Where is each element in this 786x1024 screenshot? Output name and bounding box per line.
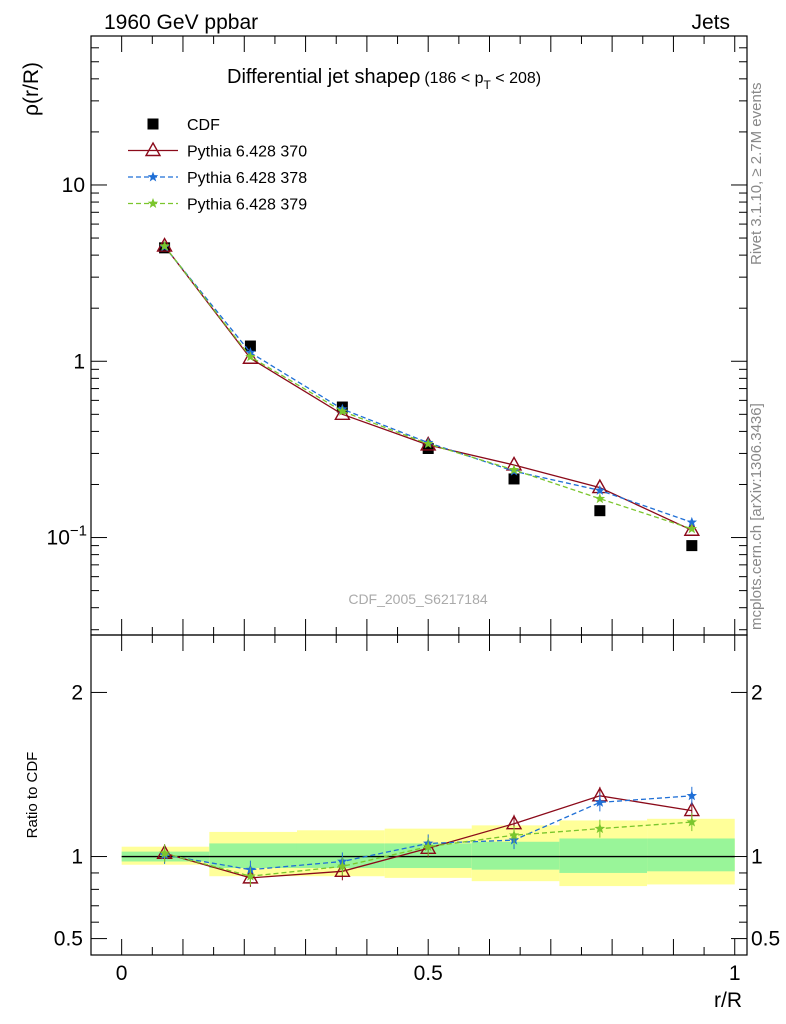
series-line-pythia-6-428-379	[164, 245, 693, 530]
data-point-pythia-6-428-379	[594, 493, 606, 504]
legend-entry-pythia-6-428-379: Pythia 6.428 379	[128, 197, 307, 214]
data-point-pythia-6-428-379	[422, 438, 434, 449]
main-chart-subtitle: (186 < pT < 208)	[424, 70, 541, 92]
data-point-cdf	[686, 540, 698, 552]
legend-label-cdf: CDF	[187, 117, 220, 134]
ratio-point-pythia-6-428-379	[594, 823, 606, 834]
ratio-series-pythia-6-428-379	[159, 813, 698, 886]
main-y-tick-label: 10−1	[47, 523, 87, 550]
ratio-y-tick-label-right: 0.5	[751, 928, 780, 951]
uncertainty-band-green	[209, 843, 297, 869]
series-pythia-6-428-370	[156, 237, 701, 536]
legend-entry-pythia-6-428-370: Pythia 6.428 370	[128, 141, 307, 161]
data-point-pythia-6-428-378	[686, 516, 698, 527]
x-axis-label: r/R	[714, 989, 742, 1012]
mcplots-reference-label: mcplots.cern.ch [arXiv:1306.3436]	[748, 403, 765, 630]
data-point-pythia-6-428-379	[508, 464, 520, 475]
legend: CDF Pythia 6.428 370 Pythia 6.428 378 Pythi…	[128, 117, 307, 214]
main-y-tick-label: 10	[62, 174, 85, 197]
ratio-point-pythia-6-428-370	[334, 862, 351, 878]
ratio-point-pythia-6-428-379	[422, 841, 434, 852]
x-tick-label: 0	[116, 962, 128, 985]
legend-label-pythia-6-428-370: Pythia 6.428 370	[187, 144, 307, 161]
uncertainty-band-green	[559, 838, 648, 873]
legend-marker-pythia-6-428-379	[147, 198, 159, 208]
ratio-point-pythia-6-428-379	[337, 860, 348, 871]
series-line-pythia-6-428-378	[164, 246, 693, 523]
data-point-pythia-6-428-378	[594, 484, 606, 495]
series-pythia-6-428-379	[159, 240, 698, 534]
legend-marker-pythia-6-428-378	[147, 171, 159, 182]
ratio-point-pythia-6-428-378	[686, 790, 698, 801]
ratio-point-pythia-6-428-379	[245, 870, 256, 881]
header-right-label: Jets	[691, 11, 730, 34]
main-panel: 10−1 1 10 Differential jet shapeρ (186 < p…	[20, 35, 748, 636]
ratio-y-tick-label: 1	[71, 846, 83, 869]
main-y-tick-label: 1	[73, 350, 85, 373]
legend-marker-pythia-6-428-370	[144, 141, 162, 157]
series-line-pythia-6-428-370	[164, 245, 693, 531]
uncertainty-band-green	[471, 841, 560, 870]
analysis-watermark: CDF_2005_S6217184	[348, 591, 488, 607]
ratio-point-pythia-6-428-379	[686, 816, 698, 827]
data-point-pythia-6-428-379	[245, 351, 256, 362]
legend-entry-cdf: CDF	[147, 117, 220, 134]
data-point-pythia-6-428-370	[683, 521, 701, 536]
ratio-point-pythia-6-428-378	[594, 796, 606, 807]
data-point-cdf	[594, 505, 606, 517]
data-point-cdf	[422, 442, 434, 454]
data-point-pythia-6-428-379	[686, 523, 698, 534]
legend-marker-cdf	[147, 118, 159, 130]
x-tick-label: 1	[729, 962, 741, 985]
legend-label-pythia-6-428-379: Pythia 6.428 379	[187, 197, 307, 214]
header-left-label: 1960 GeV ppbar	[104, 11, 258, 34]
legend-entry-pythia-6-428-378: Pythia 6.428 378	[128, 170, 307, 187]
ratio-y-tick-label-right: 2	[751, 681, 763, 704]
main-y-axis-label: ρ(r/R)	[20, 62, 43, 116]
ratio-point-pythia-6-428-379	[159, 847, 170, 858]
x-tick-label: 0.5	[414, 962, 443, 985]
data-point-pythia-6-428-379	[159, 240, 170, 251]
data-point-pythia-6-428-379	[337, 405, 348, 416]
ratio-y-tick-label: 2	[71, 681, 83, 704]
data-point-pythia-6-428-370	[242, 349, 259, 364]
main-chart-title: Differential jet shapeρ	[227, 66, 420, 88]
series-pythia-6-428-378	[159, 241, 698, 527]
legend-label-pythia-6-428-378: Pythia 6.428 378	[187, 170, 307, 187]
ratio-y-tick-label-right: 1	[751, 846, 763, 869]
ratio-plot-frame	[90, 634, 748, 956]
ratio-y-axis-label: Ratio to CDF	[24, 752, 41, 839]
rivet-version-label: Rivet 3.1.10, ≥ 2.7M events	[748, 83, 765, 266]
ratio-point-pythia-6-428-379	[508, 829, 520, 840]
ratio-y-tick-label: 0.5	[54, 928, 83, 951]
uncertainty-band-green	[647, 838, 735, 872]
data-point-cdf	[508, 473, 520, 485]
data-point-cdf	[244, 340, 256, 352]
ratio-panel: 0.5 0.5 1 1 2 2 0 0.5 1 Ratio to CDF r/R	[24, 634, 780, 1012]
